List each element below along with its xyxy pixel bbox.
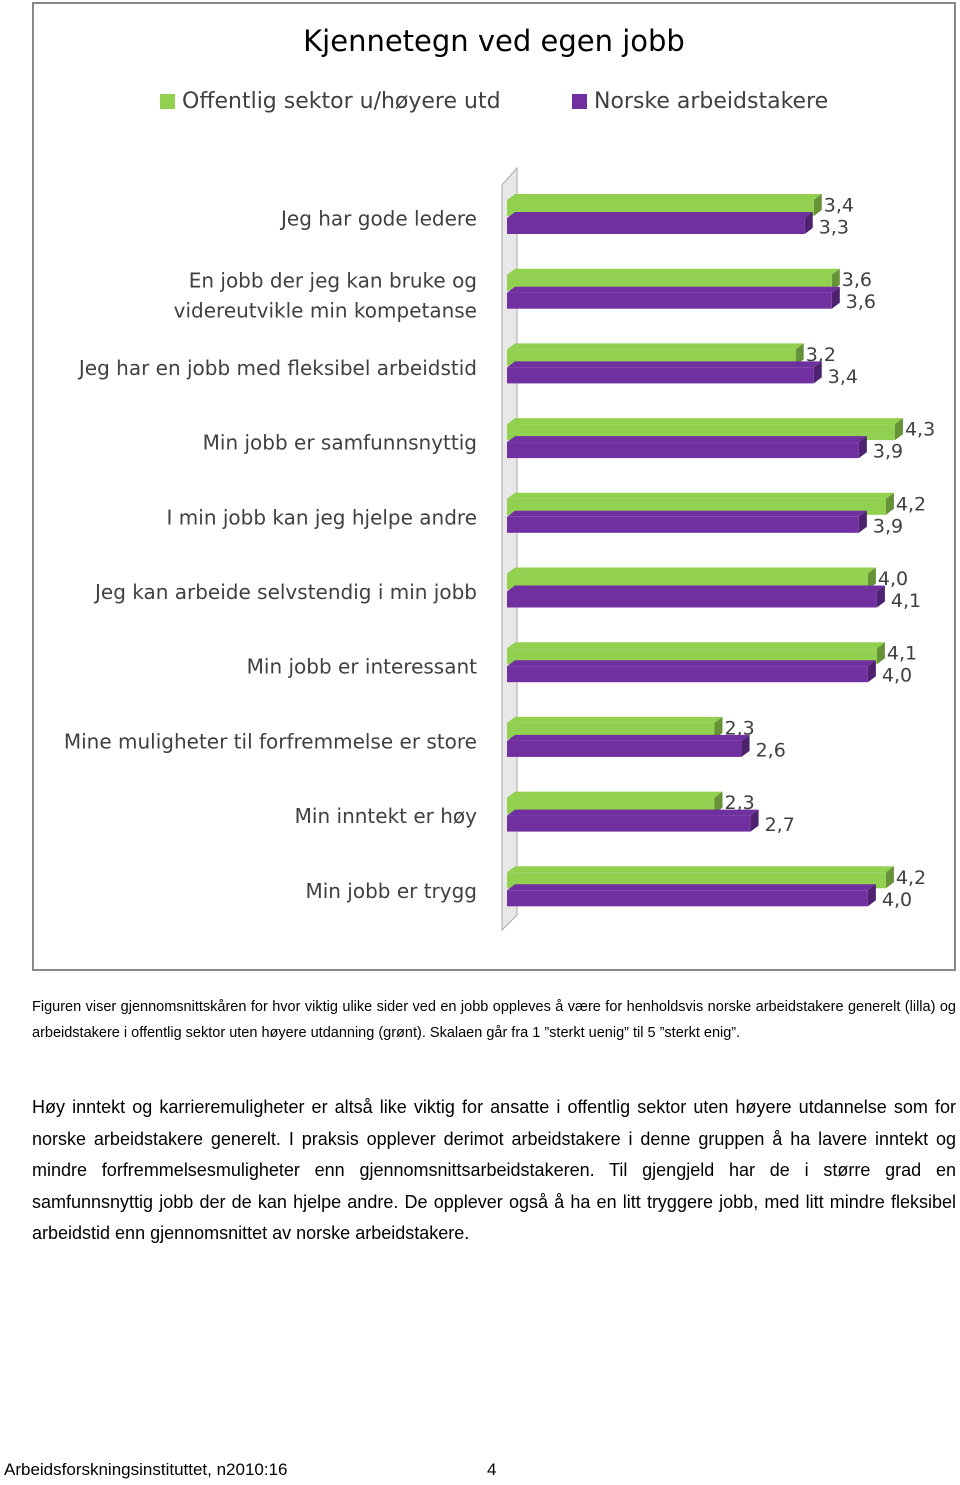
bar-end [750, 809, 759, 832]
bar-top [507, 286, 840, 293]
bar-end [858, 436, 867, 459]
bar-top [507, 809, 759, 816]
bar-end [894, 418, 903, 441]
bar [507, 367, 814, 384]
bar-top [507, 660, 876, 667]
legend-label: Norske arbeidstakere [594, 89, 828, 114]
bar-top [507, 734, 750, 741]
bar-end [714, 791, 723, 814]
bar-end [867, 884, 876, 907]
bar-top [507, 436, 867, 443]
value-label: 4,0 [882, 665, 912, 687]
bar [507, 666, 868, 683]
value-label: 3,9 [873, 515, 903, 537]
bar-top [507, 361, 822, 368]
bar-top [507, 866, 894, 873]
category-label: Min jobb er samfunnsnyttig [203, 431, 477, 455]
category-label: Mine muligheter til forfremmelse er stor… [64, 729, 477, 753]
category-label: Jeg har gode ledere [279, 207, 477, 231]
page-number: 4 [487, 1460, 497, 1479]
category-label: I min jobb kan jeg hjelpe andre [167, 505, 477, 529]
bar [507, 890, 868, 907]
bar-end [885, 866, 894, 889]
value-label: 4,2 [896, 493, 926, 515]
chart-title: Kjennetegn ved egen jobb [303, 24, 685, 58]
bar [507, 218, 805, 234]
body-text: Høy inntekt og karrieremuligheter er alt… [32, 1097, 956, 1243]
legend-swatch [160, 94, 175, 109]
bar-top [507, 194, 822, 200]
bar-end [795, 343, 804, 366]
bar [507, 815, 751, 832]
bar-top [507, 268, 840, 275]
bar-end [876, 642, 885, 665]
value-label: 3,3 [819, 217, 849, 239]
bar-top [507, 585, 885, 592]
value-label: 3,4 [824, 195, 854, 217]
bar-end [867, 660, 876, 683]
value-label: 3,6 [842, 269, 872, 291]
bar-end [741, 734, 750, 757]
value-label: 3,6 [846, 291, 876, 313]
bar-end [813, 194, 822, 216]
bar [507, 442, 859, 459]
bar-end [885, 492, 894, 515]
bar-top [507, 567, 876, 574]
bar-end [804, 212, 813, 234]
value-label: 4,2 [896, 867, 926, 889]
bar-end [876, 585, 885, 608]
value-label: 2,3 [725, 792, 755, 814]
category-label: Min jobb er interessant [247, 655, 478, 679]
caption: Figuren viser gjennomsnittskåren for hvo… [32, 999, 956, 1041]
bar-end [858, 510, 867, 533]
bar-end [714, 716, 723, 739]
value-label: 4,3 [905, 419, 935, 441]
value-label: 4,0 [882, 889, 912, 911]
category-label: Min inntekt er høy [295, 804, 477, 828]
chart: Kjennetegn ved egen jobb Offentlig sekto… [32, 2, 956, 971]
category-label: Jeg har en jobb med fleksibel arbeidstid [77, 356, 477, 380]
value-label: 3,2 [806, 344, 836, 366]
bar-top [507, 884, 876, 891]
bar-top [507, 343, 804, 350]
bar-top [507, 791, 723, 798]
bar-end [813, 361, 822, 384]
bar [507, 292, 832, 309]
chart-frame [32, 2, 956, 971]
bar-top [507, 492, 894, 499]
legend-swatch [572, 94, 587, 109]
legend-label: Offentlig sektor u/høyere utd [182, 89, 501, 114]
bar-top [507, 418, 903, 425]
category-label: Jeg kan arbeide selvstendig i min jobb [93, 580, 477, 604]
bar-end [831, 268, 840, 291]
value-label: 4,1 [887, 643, 917, 665]
category-label: En jobb der jeg kan bruke og videreutvikl… [174, 268, 477, 322]
bar-top [507, 212, 813, 218]
bar-end [867, 567, 876, 590]
value-label: 2,6 [756, 739, 786, 761]
bar-top [507, 716, 723, 723]
value-label: 3,9 [873, 441, 903, 463]
bar [507, 516, 859, 533]
bar-end [831, 286, 840, 309]
bar [507, 591, 877, 608]
value-label: 3,4 [828, 366, 858, 388]
value-label: 2,3 [725, 717, 755, 739]
value-label: 4,1 [891, 590, 921, 612]
bar-top [507, 642, 885, 649]
bar-top [507, 510, 867, 517]
footer-source: Arbeidsforskningsinstituttet, n2010:16 [4, 1460, 288, 1479]
bar [507, 740, 742, 757]
value-label: 2,7 [765, 814, 795, 836]
category-label: Min jobb er trygg [305, 879, 477, 903]
value-label: 4,0 [878, 568, 908, 590]
